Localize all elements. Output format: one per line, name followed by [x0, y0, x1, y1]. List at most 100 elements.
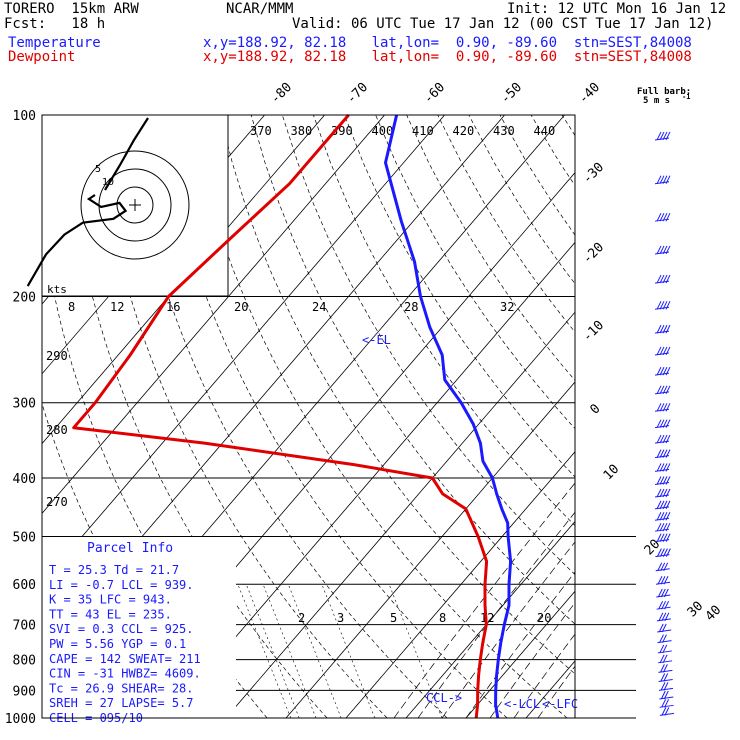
- wind-barb-flag: [659, 522, 665, 532]
- pressure-label: 600: [13, 578, 36, 593]
- pressure-label: 200: [13, 291, 36, 306]
- profiles: [72, 114, 513, 719]
- isotherm-line: [285, 381, 575, 718]
- mixing-ratio-line: [321, 584, 376, 718]
- isotherm-line: [165, 241, 575, 718]
- wind-barb-flag: [659, 419, 665, 428]
- wind-barb-flag: [656, 476, 662, 485]
- theta-label: 370: [250, 124, 272, 138]
- wind-barb-flag: [662, 245, 668, 255]
- hodograph-ring: [116, 186, 154, 224]
- wind-legend-exponent: -1: [682, 93, 690, 101]
- wind-barb-flag: [661, 707, 667, 716]
- wind-barb-flag: [665, 522, 671, 532]
- el-marker: <-EL: [362, 333, 391, 347]
- wind-barb-flag: [665, 245, 671, 255]
- mixing-ratio-label: 12: [110, 300, 124, 314]
- wind-barb-flag: [659, 245, 665, 255]
- wind-barb-flag: [656, 245, 662, 255]
- wind-barb-flag: [656, 346, 662, 356]
- isotherm-line: [42, 115, 385, 514]
- center-label: NCAR/MMM: [226, 1, 294, 17]
- dry-adiabat: [313, 115, 575, 527]
- wind-barb-flag: [665, 449, 671, 458]
- theta-left-label: 280: [46, 423, 68, 437]
- mixing-ratio-label: 16: [166, 300, 180, 314]
- parcel-info-line: CIN = -31 HWBZ= 4609.: [49, 667, 201, 681]
- wind-barb-flag: [659, 366, 665, 376]
- hodograph-ring-label: 10: [102, 177, 114, 188]
- moist-adiabat: [417, 511, 575, 718]
- moist-adiabat: [465, 571, 575, 718]
- isotherm-label: 30: [685, 599, 707, 621]
- wind-barb-flag: [659, 385, 665, 395]
- wind-barb-flag: [662, 212, 668, 222]
- wind-barb-flag: [659, 634, 664, 643]
- isotherm-line: [42, 115, 445, 584]
- wind-barb-flag: [663, 562, 669, 572]
- wind-barb-flag: [665, 366, 671, 376]
- wind-barb-flag: [663, 576, 669, 585]
- wind-barb-flag: [656, 274, 662, 284]
- wind-barb-flag: [656, 212, 662, 222]
- isotherm-label: -50: [498, 80, 525, 107]
- mixing-ratio-line: [245, 584, 300, 718]
- wind-barb-flag: [661, 699, 667, 708]
- wind-barb-flag: [656, 419, 662, 428]
- dry-adiabat: [406, 115, 575, 381]
- wind-barb-flag: [656, 324, 662, 334]
- wind-barb-flag: [659, 512, 665, 521]
- dry-adiabat: [188, 115, 568, 718]
- wind-barb-flag: [662, 385, 668, 395]
- pressure-label: 900: [13, 684, 36, 699]
- pressure-label: 100: [13, 109, 36, 124]
- isotherm-line: [706, 115, 740, 718]
- mixing-ratio-lower-label: 2: [298, 611, 305, 625]
- wind-barb-flag: [662, 512, 668, 521]
- dewpoint-location: x,y=188.92, 82.18 lat,lon= 0.90, -89.60 …: [203, 49, 692, 65]
- wind-barb-flag: [664, 612, 670, 622]
- mixing-ratio-label: 20: [234, 300, 248, 314]
- isotherm-line: [646, 115, 740, 718]
- forecast-hour: Fcst: 18 h: [4, 16, 106, 32]
- theta-label: 430: [493, 124, 515, 138]
- isotherm-label: 10: [601, 462, 623, 484]
- pressure-label: 500: [13, 530, 36, 545]
- theta-label: 400: [372, 124, 394, 138]
- wind-barb-flag: [659, 463, 665, 472]
- wind-barb-flag: [663, 682, 669, 691]
- wind-barb-flag: [659, 274, 665, 284]
- hodograph-ring: [80, 150, 190, 260]
- wind-barb-flag: [662, 522, 668, 532]
- wind-barb-flag: [665, 346, 671, 356]
- isotherm-line: [345, 451, 575, 718]
- wind-barb-flag: [659, 324, 665, 334]
- wind-barb-flag: [665, 385, 671, 395]
- svg-text:T = 25.3 Td = 21.7LI =: T = 25.3 Td = 21.7 LI = -0.7 LCL = 939. K …: [49, 563, 201, 725]
- isotherm-label: -70: [344, 80, 371, 107]
- wind-barb-flag: [660, 690, 666, 700]
- wind-barb-flag: [659, 449, 665, 458]
- wind-barb-flag: [660, 682, 666, 691]
- dry-adiabat: [530, 115, 575, 187]
- isotherm-label: -10: [580, 318, 607, 345]
- theta-left-label: 270: [46, 495, 68, 509]
- parcel-info-line: PW = 5.56 YGP = 0.1: [49, 637, 186, 651]
- wind-barb-flag: [664, 600, 670, 610]
- wind-barb-flag: [656, 403, 662, 412]
- dry-adiabat: [344, 115, 575, 478]
- wind-barb-flag: [656, 301, 662, 310]
- hodograph-trace: [104, 117, 149, 191]
- wind-barb-flag: [658, 623, 664, 633]
- wind-barb-flag: [662, 463, 668, 472]
- wind-barb-flag: [665, 212, 671, 222]
- pressure-label: 1000: [5, 712, 36, 727]
- wind-barb-flag: [657, 562, 663, 572]
- wind-barb-flag: [656, 131, 662, 141]
- wind-barb-flag: [662, 476, 668, 485]
- theta-label: 380: [291, 124, 313, 138]
- hodograph-trace: [26, 194, 128, 287]
- wind-barbs: [654, 131, 674, 716]
- parcel-title: Parcel Info: [87, 541, 173, 556]
- temperature-location: x,y=188.92, 82.18 lat,lon= 0.90, -89.60 …: [203, 35, 692, 51]
